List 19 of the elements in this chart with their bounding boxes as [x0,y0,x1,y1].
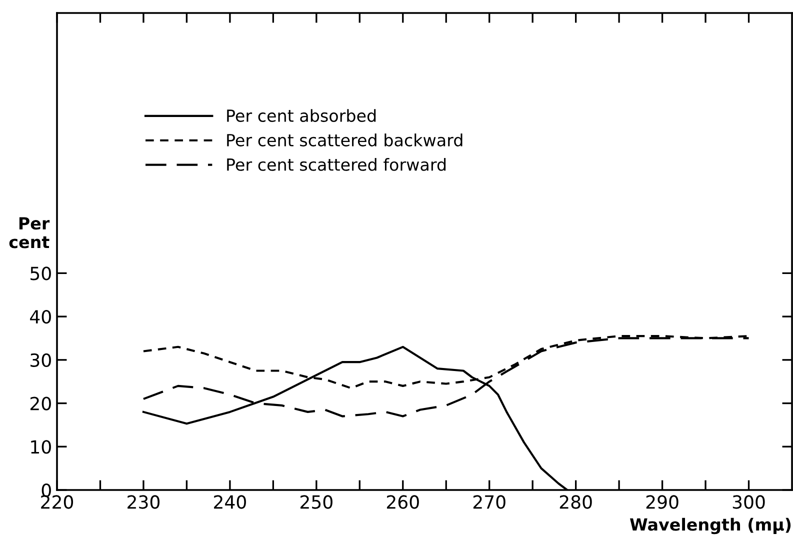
legend-label: Per cent absorbed [227,109,376,122]
x-tick-label: 290 [646,495,678,509]
y-tick-label: 30 [30,353,51,368]
x-tick-label: 280 [560,495,592,509]
x-tick-label: 270 [473,495,506,509]
y-axis-title: Per cent [9,217,50,248]
x-tick-label: 300 [732,495,765,509]
x-tick-label: 220 [41,495,74,509]
y-tick-label: 20 [30,396,51,410]
x-tick-label: 260 [386,495,419,509]
x-tick-label: 240 [214,495,246,509]
x-tick-label: 250 [300,495,332,509]
legend-label: Per cent scattered forward [227,158,446,171]
y-tick-label: 50 [30,266,51,280]
x-axis-title: Wavelength (mμ) [630,518,791,534]
y-tick-label: 40 [30,310,51,324]
x-tick-label: 230 [128,495,160,509]
y-tick-label: 10 [31,440,51,454]
legend-label: Per cent scattered backward [227,134,462,146]
